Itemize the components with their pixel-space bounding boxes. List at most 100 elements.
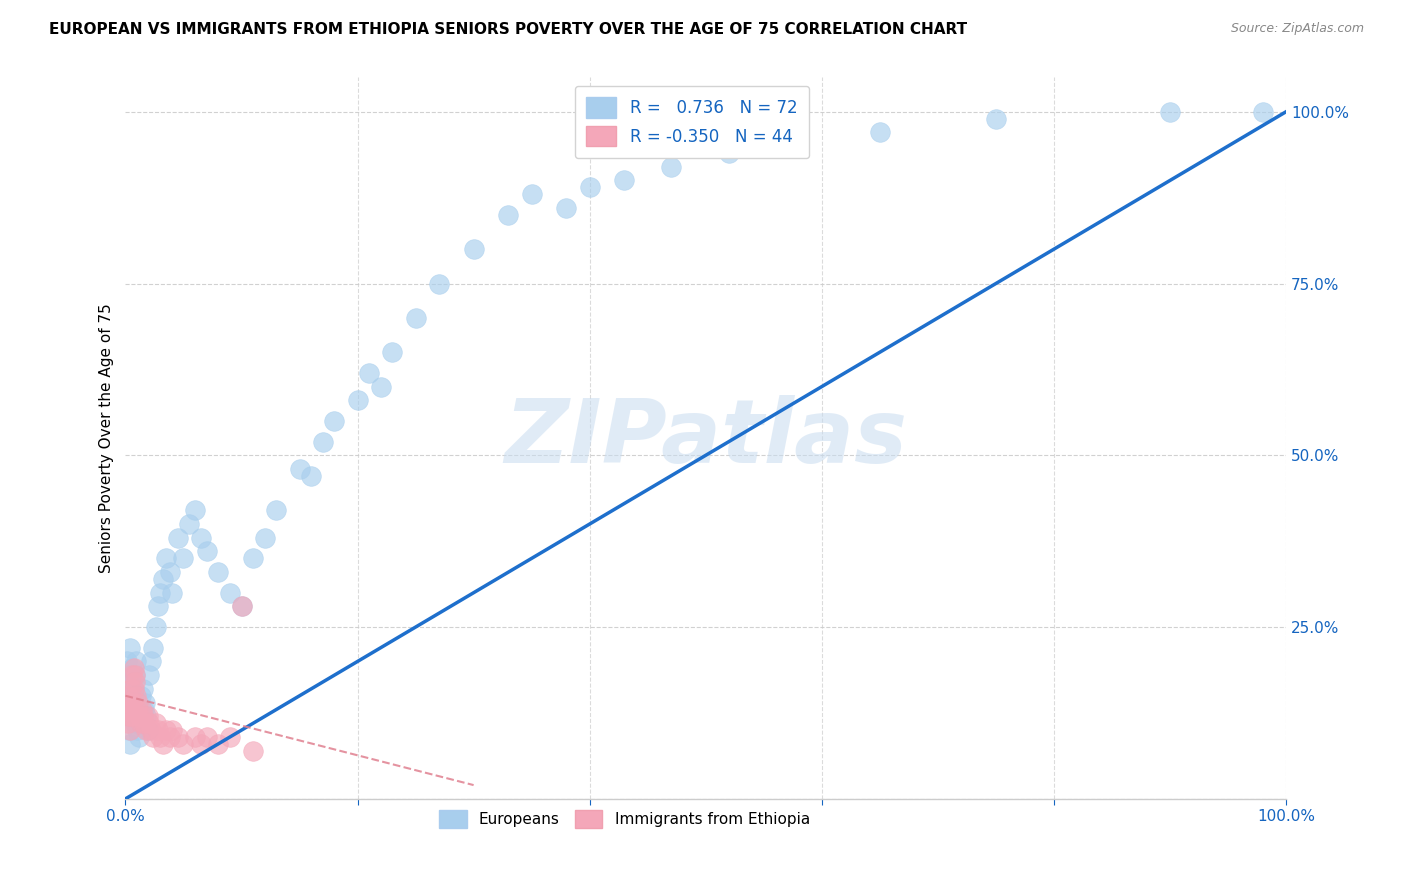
Point [405, 310, 427, 325]
Point [135, 723, 157, 738]
Point [125, 655, 148, 669]
Point [142, 640, 165, 655]
Point [120, 640, 142, 655]
Point [117, 689, 139, 703]
Point [115, 702, 138, 716]
Point [146, 599, 169, 614]
Point [129, 716, 152, 731]
Point [659, 160, 682, 174]
Point [120, 675, 142, 690]
Point [136, 709, 159, 723]
Point [122, 689, 145, 703]
Point [138, 716, 160, 731]
Point [124, 716, 146, 731]
Point [520, 187, 543, 202]
Point [613, 173, 636, 187]
Point [219, 730, 242, 744]
Point [299, 469, 322, 483]
Text: ZIPatlas: ZIPatlas [505, 394, 907, 482]
Point [242, 551, 264, 566]
Point [231, 599, 253, 614]
Point [173, 551, 195, 566]
Point [118, 709, 141, 723]
Point [323, 414, 346, 428]
Point [984, 112, 1007, 126]
Point [717, 146, 740, 161]
Point [195, 544, 218, 558]
Point [131, 716, 153, 731]
Point [127, 709, 149, 723]
Point [190, 737, 212, 751]
Point [139, 723, 162, 738]
Point [124, 668, 146, 682]
Point [120, 737, 142, 751]
Point [145, 620, 167, 634]
Point [138, 668, 160, 682]
Point [129, 689, 152, 703]
Point [184, 730, 207, 744]
Point [155, 723, 177, 738]
Point [132, 716, 155, 731]
Point [312, 434, 335, 449]
Point [149, 585, 172, 599]
Point [124, 675, 146, 690]
Point [173, 737, 195, 751]
Point [117, 716, 139, 731]
Point [159, 730, 181, 744]
Point [135, 709, 157, 723]
Point [124, 668, 146, 682]
Point [134, 696, 156, 710]
Point [125, 723, 148, 738]
Point [207, 737, 229, 751]
Point [159, 565, 181, 579]
Point [117, 689, 139, 703]
Point [125, 702, 148, 716]
Point [1251, 104, 1274, 119]
Point [266, 503, 288, 517]
Point [166, 730, 188, 744]
Point [118, 696, 141, 710]
Point [555, 201, 578, 215]
Point [578, 180, 600, 194]
Point [128, 709, 150, 723]
Point [152, 572, 174, 586]
Text: Source: ZipAtlas.com: Source: ZipAtlas.com [1230, 22, 1364, 36]
Point [125, 702, 148, 716]
Point [122, 661, 145, 675]
Point [787, 139, 810, 153]
Point [117, 668, 139, 682]
Point [120, 709, 142, 723]
Point [132, 702, 155, 716]
Point [427, 277, 450, 291]
Point [160, 723, 183, 738]
Point [115, 655, 138, 669]
Point [184, 503, 207, 517]
Point [242, 744, 264, 758]
Text: EUROPEAN VS IMMIGRANTS FROM ETHIOPIA SENIORS POVERTY OVER THE AGE OF 75 CORRELAT: EUROPEAN VS IMMIGRANTS FROM ETHIOPIA SEN… [49, 22, 967, 37]
Point [463, 242, 485, 256]
Point [149, 730, 172, 744]
Point [160, 585, 183, 599]
Point [166, 531, 188, 545]
Point [155, 551, 177, 566]
Point [118, 723, 141, 738]
Point [207, 565, 229, 579]
Y-axis label: Seniors Poverty Over the Age of 75: Seniors Poverty Over the Age of 75 [100, 303, 114, 573]
Point [219, 585, 242, 599]
Point [346, 393, 368, 408]
Point [136, 723, 159, 738]
Point [145, 716, 167, 731]
Point [869, 125, 891, 139]
Point [142, 730, 165, 744]
Legend: Europeans, Immigrants from Ethiopia: Europeans, Immigrants from Ethiopia [433, 804, 815, 835]
Point [118, 709, 141, 723]
Point [125, 689, 148, 703]
Point [498, 208, 520, 222]
Point [121, 661, 143, 675]
Point [359, 366, 381, 380]
Point [120, 702, 142, 716]
Point [190, 531, 212, 545]
Point [139, 655, 162, 669]
Point [127, 696, 149, 710]
Point [132, 681, 155, 696]
